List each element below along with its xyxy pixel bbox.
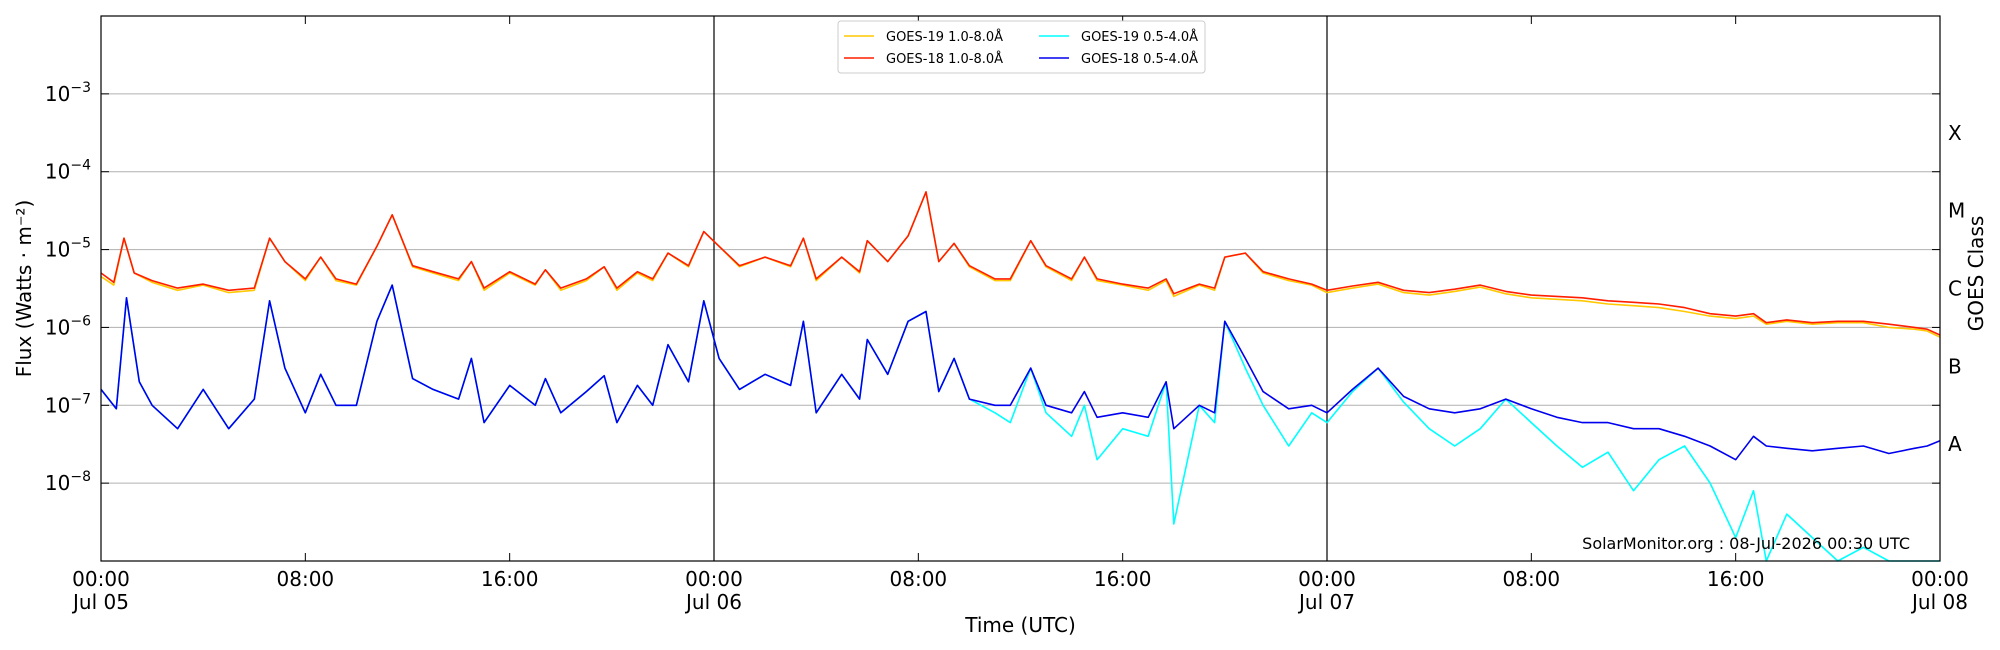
goes-class-axis-title: GOES Class [1964,216,1988,332]
series-line-2 [100,191,1941,336]
y-tick-label: 10−7 [45,391,91,417]
x-tick-date-label: Jul 06 [684,590,742,614]
y-tick-label: 10−6 [45,313,91,339]
y-tick-label: 10−4 [45,158,91,184]
y-tick-label: 10−5 [45,236,91,262]
x-tick-label: 08:00 [890,567,948,591]
x-tick-label: 00:00 [72,567,130,591]
series-layer [100,191,1941,562]
goes-class-label: B [1948,354,1962,378]
grid-lines [101,16,1940,561]
x-tick-label: 16:00 [1094,567,1152,591]
legend-label: GOES-19 1.0-8.0Å [886,29,1003,45]
series-line-3 [100,284,1940,562]
legend-box [837,20,1206,74]
x-tick-date-label: Jul 05 [71,590,129,614]
x-tick-label: 00:00 [1298,567,1356,591]
legend-label: GOES-19 0.5-4.0Å [1081,29,1198,45]
x-axis-title: Time (UTC) [964,613,1076,637]
x-tick-label: 00:00 [1911,567,1969,591]
series-line-4 [100,284,1941,461]
legend: GOES-19 1.0-8.0Å GOES-18 1.0-8.0Å GOES-19 … [837,20,1206,74]
x-tick-label: 16:00 [1707,567,1765,591]
plot-frame [100,15,1941,562]
y-axis-title: Flux (Watts · m⁻²) [12,200,36,378]
legend-label: GOES-18 1.0-8.0Å [886,51,1003,67]
goes-class-label: M [1948,199,1965,223]
x-tick-date-label: Jul 08 [1910,590,1968,614]
goes-class-label: A [1948,432,1962,456]
x-tick-label: 00:00 [685,567,743,591]
x-tick-date-label: Jul 07 [1297,590,1355,614]
series-line-1 [100,191,1941,338]
x-tick-label: 08:00 [1503,567,1561,591]
y-tick-label: 10−8 [45,469,91,495]
legend-label: GOES-18 0.5-4.0Å [1081,51,1198,67]
x-tick-label: 16:00 [481,567,539,591]
credit-text: SolarMonitor.org : 08-Jul-2026 00:30 UTC [1582,534,1910,553]
goes-class-label: X [1948,121,1962,145]
goes-class-label: C [1948,277,1962,301]
y-tick-label: 10−3 [45,80,91,106]
x-tick-label: 08:00 [277,567,335,591]
